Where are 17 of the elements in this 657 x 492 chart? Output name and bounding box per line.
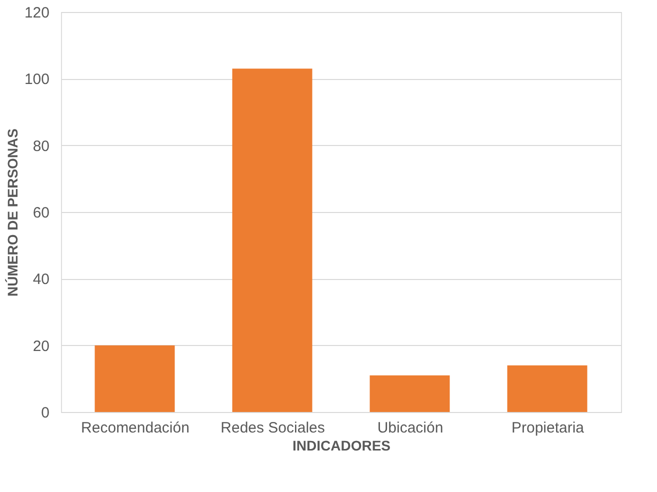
bar (94, 345, 175, 412)
y-tick-label: 40 (32, 271, 50, 288)
y-tick-label: 120 (24, 4, 50, 22)
x-tick-label: Redes Sociales (220, 420, 325, 436)
bar (370, 375, 450, 412)
y-tick-label: 20 (32, 338, 50, 355)
y-tick-label: 0 (41, 404, 50, 422)
x-tick-label: Ubicación (377, 420, 444, 436)
y-tick-label: 80 (32, 138, 50, 155)
x-tick-label: Recomendación (81, 420, 190, 436)
x-tick-label: Propietaria (511, 420, 585, 436)
y-axis-title: NÚMERO DE PERSONAS (4, 128, 20, 297)
y-tick-label: 100 (24, 71, 50, 88)
bar (232, 68, 312, 412)
x-axis-title: INDICADORES (292, 438, 391, 454)
bar (507, 365, 588, 412)
y-tick-label: 60 (32, 204, 50, 222)
